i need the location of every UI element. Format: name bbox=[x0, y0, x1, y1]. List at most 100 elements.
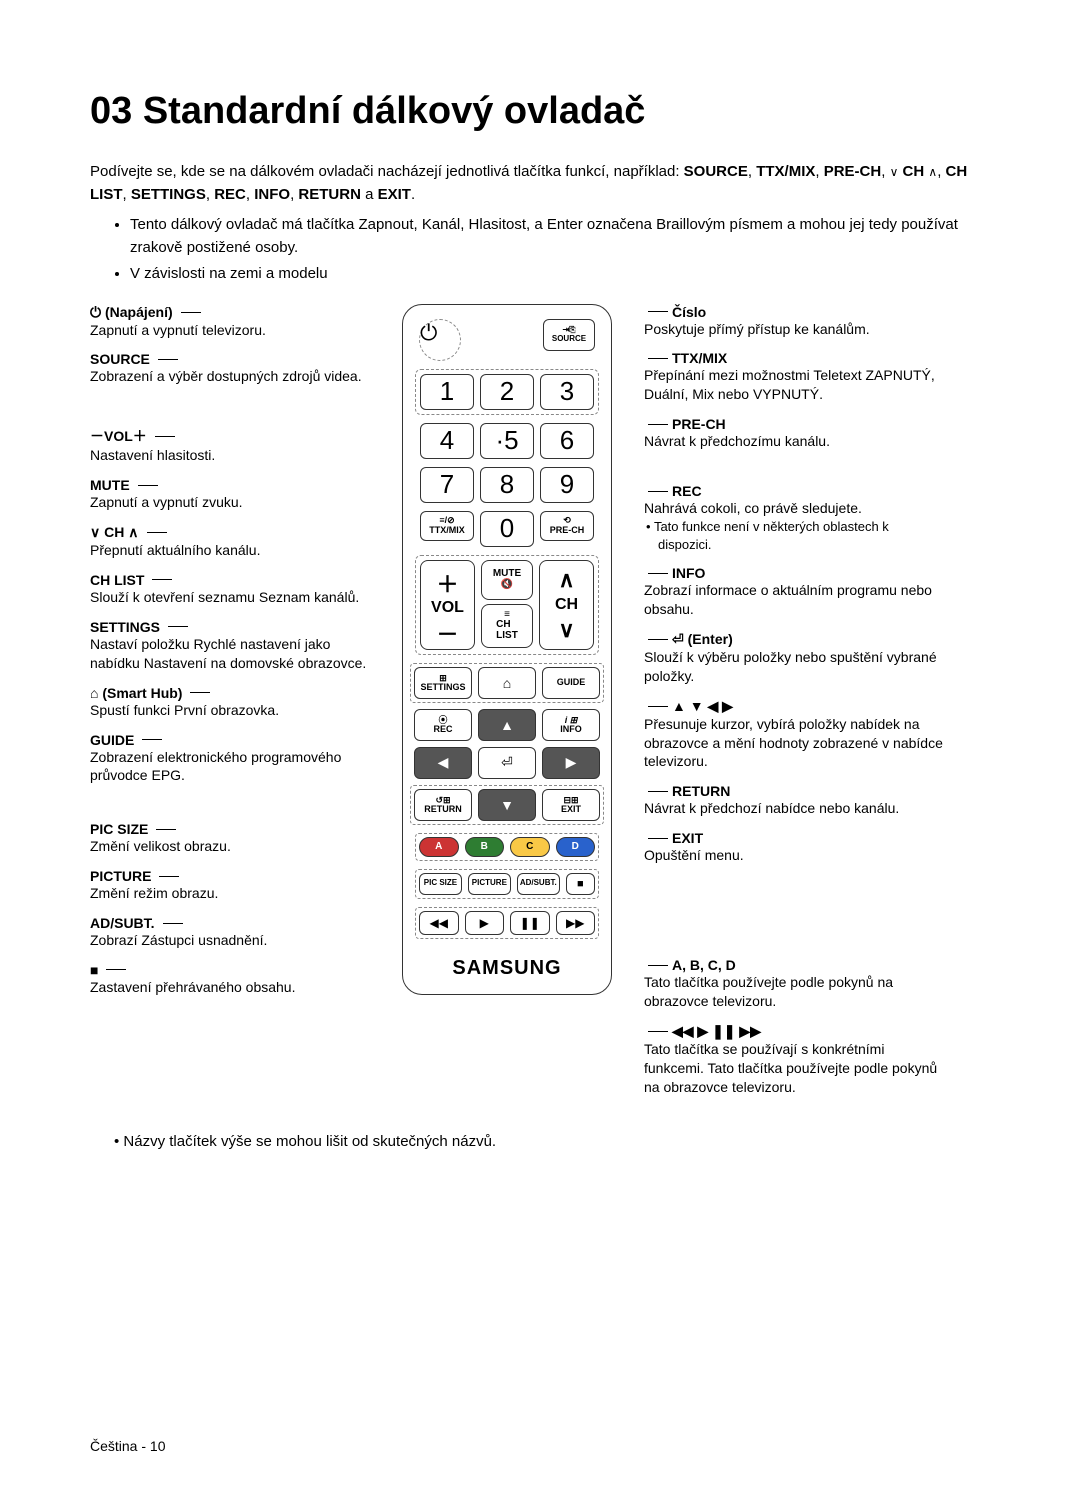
num-6: 6 bbox=[540, 423, 594, 459]
callout-item: MUTEZapnutí a vypnutí zvuku. bbox=[90, 477, 370, 512]
rec-button: ⦿REC bbox=[414, 709, 472, 741]
right-column: ČísloPoskytuje přímý přístup ke kanálům.… bbox=[644, 304, 944, 1109]
leader-line bbox=[159, 876, 179, 877]
intro-b5: SETTINGS bbox=[131, 186, 206, 203]
callout-label: Číslo bbox=[644, 304, 944, 320]
callout-desc: Nastavení hlasitosti. bbox=[90, 446, 370, 465]
pause-button: ❚❚ bbox=[510, 911, 550, 935]
chlist-button: ≡ CH LIST bbox=[481, 604, 533, 648]
main-layout: ⏻ (Napájení)Zapnutí a vypnutí televizoru… bbox=[90, 304, 990, 1109]
num-2: 2 bbox=[480, 374, 534, 410]
source-label: SOURCE bbox=[552, 335, 586, 343]
callout-desc: Přepnutí aktuálního kanálu. bbox=[90, 541, 370, 560]
intro-ch: CH bbox=[903, 163, 925, 180]
nav-up: ▲ bbox=[478, 709, 536, 741]
chev-up-icon: ∧ bbox=[928, 165, 937, 179]
leader-line bbox=[648, 639, 668, 640]
guide-button: GUIDE bbox=[542, 667, 600, 699]
leader-line bbox=[155, 436, 175, 437]
exit-button: ⊟⊞EXIT bbox=[542, 789, 600, 821]
enter-button: ⏎ bbox=[478, 747, 536, 779]
callout-item: SETTINGSNastaví položku Rychlé nastavení… bbox=[90, 619, 370, 673]
callout-label: ◀◀ ▶ ❚❚ ▶▶ bbox=[644, 1023, 944, 1040]
leader-line bbox=[648, 358, 668, 359]
leader-line bbox=[648, 573, 668, 574]
callout-item: GUIDEZobrazení elektronického programové… bbox=[90, 732, 370, 786]
intro-text: Podívejte se, kde se na dálkovém ovladač… bbox=[90, 161, 990, 206]
callout-item: ⌂ (Smart Hub)Spustí funkci První obrazov… bbox=[90, 685, 370, 720]
leader-line bbox=[106, 969, 126, 970]
t: , bbox=[748, 163, 756, 180]
callout-desc: Přesunuje kurzor, vybírá položky nabídek… bbox=[644, 715, 944, 772]
callout-desc: Návrat k předchozímu kanálu. bbox=[644, 432, 944, 451]
bullet-1: Tento dálkový ovladač má tlačítka Zapnou… bbox=[130, 214, 990, 259]
nav-left: ◀ bbox=[414, 747, 472, 779]
info-label: INFO bbox=[560, 725, 582, 734]
callout-label: CH LIST bbox=[90, 572, 370, 588]
callout-label: RETURN bbox=[644, 783, 944, 799]
callout-label: PICTURE bbox=[90, 868, 370, 884]
callout-item: INFOZobrazí informace o aktuálním progra… bbox=[644, 565, 944, 619]
vol-plus-icon: ＋ bbox=[436, 567, 458, 599]
t: , bbox=[937, 163, 945, 180]
leader-line bbox=[168, 626, 188, 627]
return-button: ↺⊞RETURN bbox=[414, 789, 472, 821]
intro-b3: PRE-CH bbox=[824, 163, 882, 180]
ch-down-icon: ∨ bbox=[558, 617, 574, 643]
intro-b6: REC bbox=[214, 186, 246, 203]
media-row: ◀◀ ▶ ❚❚ ▶▶ bbox=[415, 907, 599, 939]
callout-item: ⏻ (Napájení)Zapnutí a vypnutí televizoru… bbox=[90, 304, 370, 340]
t: . bbox=[411, 186, 415, 203]
callout-desc: Změní režim obrazu. bbox=[90, 884, 370, 903]
prech-label: PRE-CH bbox=[550, 526, 585, 536]
callout-desc: Zapnutí a vypnutí zvuku. bbox=[90, 493, 370, 512]
callout-item: RETURNNávrat k předchozí nabídce nebo ka… bbox=[644, 783, 944, 818]
numpad-bottom: ≡/⊘TTX/MIX 0 ⟲PRE-CH bbox=[415, 511, 599, 547]
numpad-789: 7 8 9 bbox=[415, 467, 599, 503]
callout-item: RECNahrává cokoli, co právě sledujete.Ta… bbox=[644, 483, 944, 553]
callout-desc: Přepínání mezi možnostmi Teletext ZAPNUT… bbox=[644, 366, 944, 404]
callout-label: REC bbox=[644, 483, 944, 499]
leader-line bbox=[648, 424, 668, 425]
callout-label: TTX/MIX bbox=[644, 350, 944, 366]
nav-cluster: ⊞SETTINGS ⌂ GUIDE ⦿REC ▲ i ⊞INFO ◀ ⏎ ▶ ↺… bbox=[415, 663, 599, 825]
vol-rocker: ＋ VOL － bbox=[420, 560, 475, 650]
callout-item: ▲ ▼ ◀ ▶Přesunuje kurzor, vybírá položky … bbox=[644, 698, 944, 772]
info-button: i ⊞INFO bbox=[542, 709, 600, 741]
rec-label: REC bbox=[433, 725, 452, 734]
callout-desc: Nahrává cokoli, co právě sledujete. bbox=[644, 499, 944, 518]
callout-desc: Poskytuje přímý přístup ke kanálům. bbox=[644, 320, 944, 339]
guide-label: GUIDE bbox=[557, 678, 586, 687]
vol-minus-icon: － bbox=[436, 617, 458, 649]
leader-line bbox=[181, 312, 201, 313]
intro-b9: EXIT bbox=[378, 186, 411, 203]
color-b: B bbox=[465, 837, 505, 857]
chev-down-icon: ∨ bbox=[890, 165, 899, 179]
leader-line bbox=[648, 706, 668, 707]
return-label: RETURN bbox=[424, 805, 462, 814]
num-0: 0 bbox=[480, 511, 534, 547]
exit-label: EXIT bbox=[561, 805, 581, 814]
home-icon: ⌂ bbox=[503, 675, 511, 691]
callout-item: TTX/MIXPřepínání mezi možnostmi Teletext… bbox=[644, 350, 944, 404]
ttxmix-label: TTX/MIX bbox=[429, 526, 465, 536]
leader-line bbox=[156, 829, 176, 830]
leader-line bbox=[648, 491, 668, 492]
intro-bullets: Tento dálkový ovladač má tlačítka Zapnou… bbox=[130, 214, 990, 286]
pic-row: PIC SIZE PICTURE AD/SUBT. ■ bbox=[415, 869, 599, 899]
power-button: ⏻ bbox=[419, 319, 461, 361]
callout-item: ∨ CH ∧Přepnutí aktuálního kanálu. bbox=[90, 524, 370, 560]
left-column: ⏻ (Napájení)Zapnutí a vypnutí televizoru… bbox=[90, 304, 370, 1009]
leader-line bbox=[648, 965, 668, 966]
intro-b8: RETURN bbox=[298, 186, 361, 203]
adsubt-button: AD/SUBT. bbox=[517, 873, 560, 895]
t: , bbox=[815, 163, 823, 180]
leader-line bbox=[163, 923, 183, 924]
ttxmix-button: ≡/⊘TTX/MIX bbox=[420, 511, 474, 541]
play-button: ▶ bbox=[465, 911, 505, 935]
leader-line bbox=[648, 311, 668, 312]
callout-desc: Nastaví položku Rychlé nastavení jako na… bbox=[90, 635, 370, 673]
callout-label: MUTE bbox=[90, 477, 370, 493]
home-button: ⌂ bbox=[478, 667, 536, 699]
callout-item: PRE-CHNávrat k předchozímu kanálu. bbox=[644, 416, 944, 451]
